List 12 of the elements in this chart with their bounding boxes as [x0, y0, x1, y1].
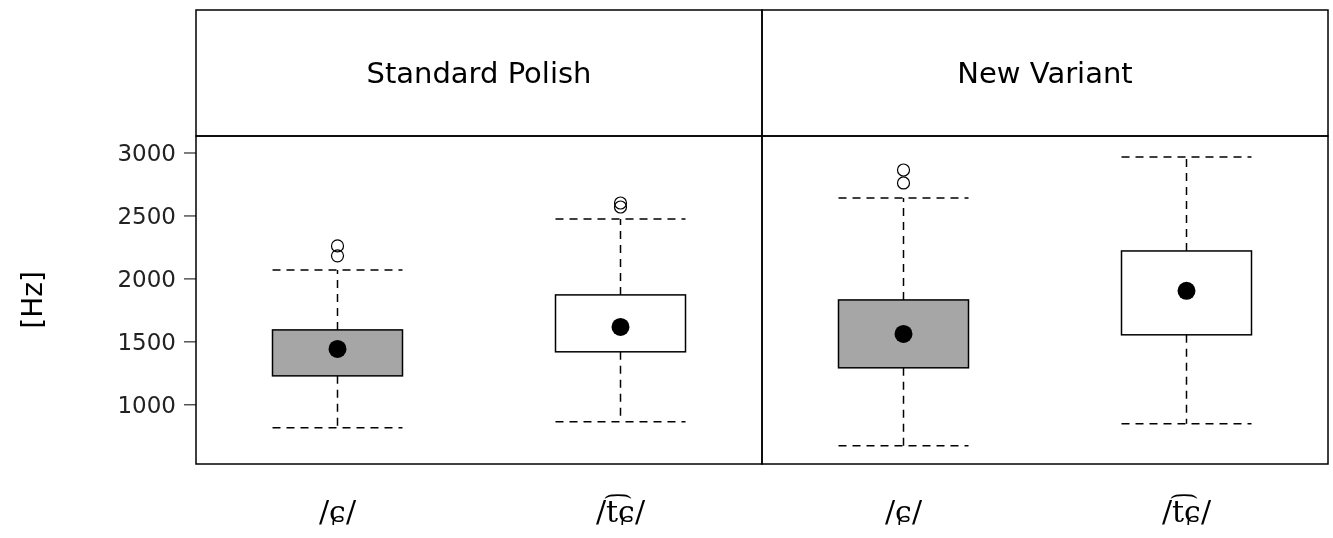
y-tick-label: 1000 — [117, 391, 176, 418]
x-tick-label: /ɕ/ — [884, 494, 923, 529]
y-tick-label: 1500 — [117, 328, 176, 355]
y-tick-label: 2500 — [117, 202, 176, 229]
x-tick-label: /t͡ɕ/ — [595, 494, 646, 529]
y-tick-label: 2000 — [117, 265, 176, 292]
chart-title: New Variant — [957, 56, 1133, 90]
y-tick-label: 3000 — [117, 140, 176, 166]
x-tick-label: /t͡ɕ/ — [1161, 494, 1212, 529]
chart-title: Standard Polish — [366, 56, 592, 90]
x-tick-label: /ɕ/ — [318, 494, 357, 529]
y-axis-title: [Hz] — [16, 271, 49, 329]
